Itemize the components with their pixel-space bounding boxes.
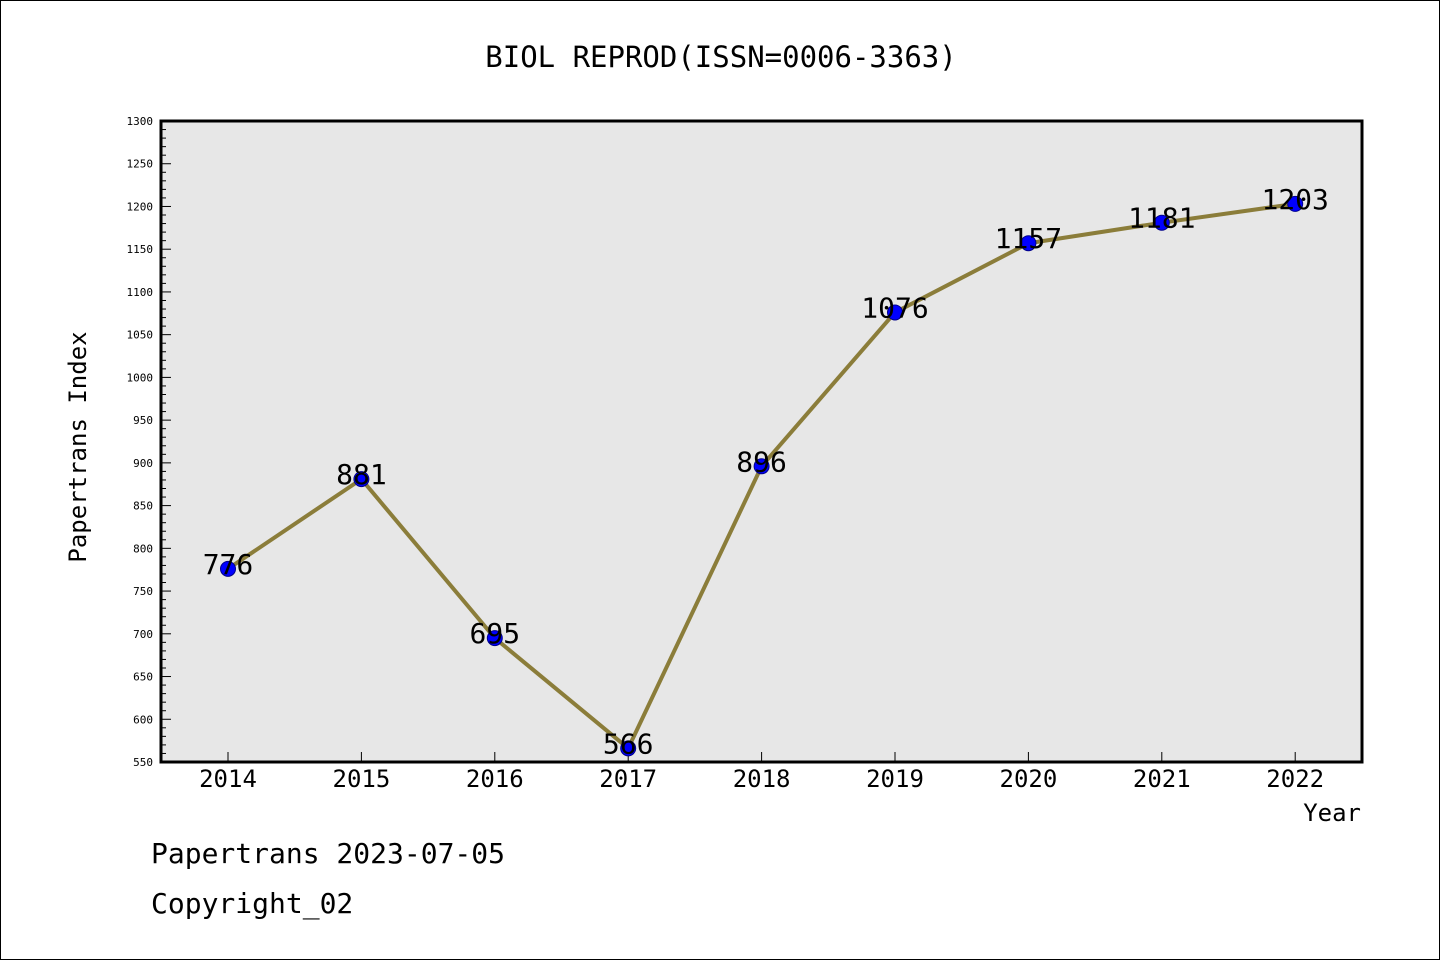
chart-title: BIOL REPROD(ISSN=0006-3363) xyxy=(485,40,956,74)
y-tick-label: 950 xyxy=(133,414,153,427)
y-tick-label: 750 xyxy=(133,585,153,598)
data-point xyxy=(620,740,637,757)
y-tick-label: 1250 xyxy=(127,158,154,171)
data-point xyxy=(1020,235,1037,252)
x-tick-label: 2022 xyxy=(1266,765,1324,793)
data-point xyxy=(353,471,370,488)
data-point xyxy=(887,304,903,321)
data-point xyxy=(1287,195,1304,212)
x-tick-label: 2019 xyxy=(866,765,924,793)
data-point xyxy=(220,560,236,577)
x-tick-label: 2018 xyxy=(733,765,791,793)
x-tick-label: 2020 xyxy=(1000,765,1058,793)
data-label: 566 xyxy=(603,727,654,760)
data-label: 776 xyxy=(203,548,254,581)
y-tick-label: 700 xyxy=(133,628,153,641)
y-tick-label: 1150 xyxy=(127,243,154,256)
data-label: 1203 xyxy=(1261,183,1328,216)
y-tick-label: 800 xyxy=(133,542,153,555)
y-tick-label: 1300 xyxy=(127,115,154,128)
footer-copyright: Copyright_02 xyxy=(151,887,354,920)
y-tick-label: 1000 xyxy=(127,371,154,384)
data-label: 1076 xyxy=(861,291,928,324)
y-tick-label: 600 xyxy=(133,713,153,726)
data-points xyxy=(220,195,1304,757)
y-tick-label: 1200 xyxy=(127,200,154,213)
data-labels: 776 881 695 566 896 1076 1157 1181 1203 xyxy=(203,183,1329,760)
y-tick-label: 650 xyxy=(133,671,153,684)
data-point xyxy=(1153,214,1170,231)
data-label: 1157 xyxy=(995,222,1062,255)
x-tick-label: 2021 xyxy=(1133,765,1191,793)
x-tick-label: 2016 xyxy=(466,765,524,793)
data-point xyxy=(753,458,770,475)
data-label: 881 xyxy=(336,458,387,491)
y-tick-label: 1050 xyxy=(127,329,154,342)
footer-date: Papertrans 2023-07-05 xyxy=(151,837,506,870)
y-tick-label: 1100 xyxy=(127,286,154,299)
x-axis-label: Year xyxy=(1303,799,1361,827)
x-tick-label: 2014 xyxy=(199,765,257,793)
data-label: 896 xyxy=(736,445,787,478)
y-axis-label: Papertrans Index xyxy=(64,331,92,562)
data-label: 695 xyxy=(470,617,521,650)
x-tick-label: 2017 xyxy=(599,765,657,793)
data-point xyxy=(486,630,503,647)
data-label: 1181 xyxy=(1128,202,1195,235)
y-tick-label: 550 xyxy=(133,756,153,769)
y-axis: 550 600 650 700 750 800 850 900 950 1000 1050 1100 1… xyxy=(127,115,171,769)
y-tick-label: 850 xyxy=(133,500,153,513)
x-tick-label: 2015 xyxy=(333,765,391,793)
y-tick-label: 900 xyxy=(133,457,153,470)
x-axis: 2014 2015 2016 2017 2018 2019 2020 2021 2022 xyxy=(199,752,1324,793)
